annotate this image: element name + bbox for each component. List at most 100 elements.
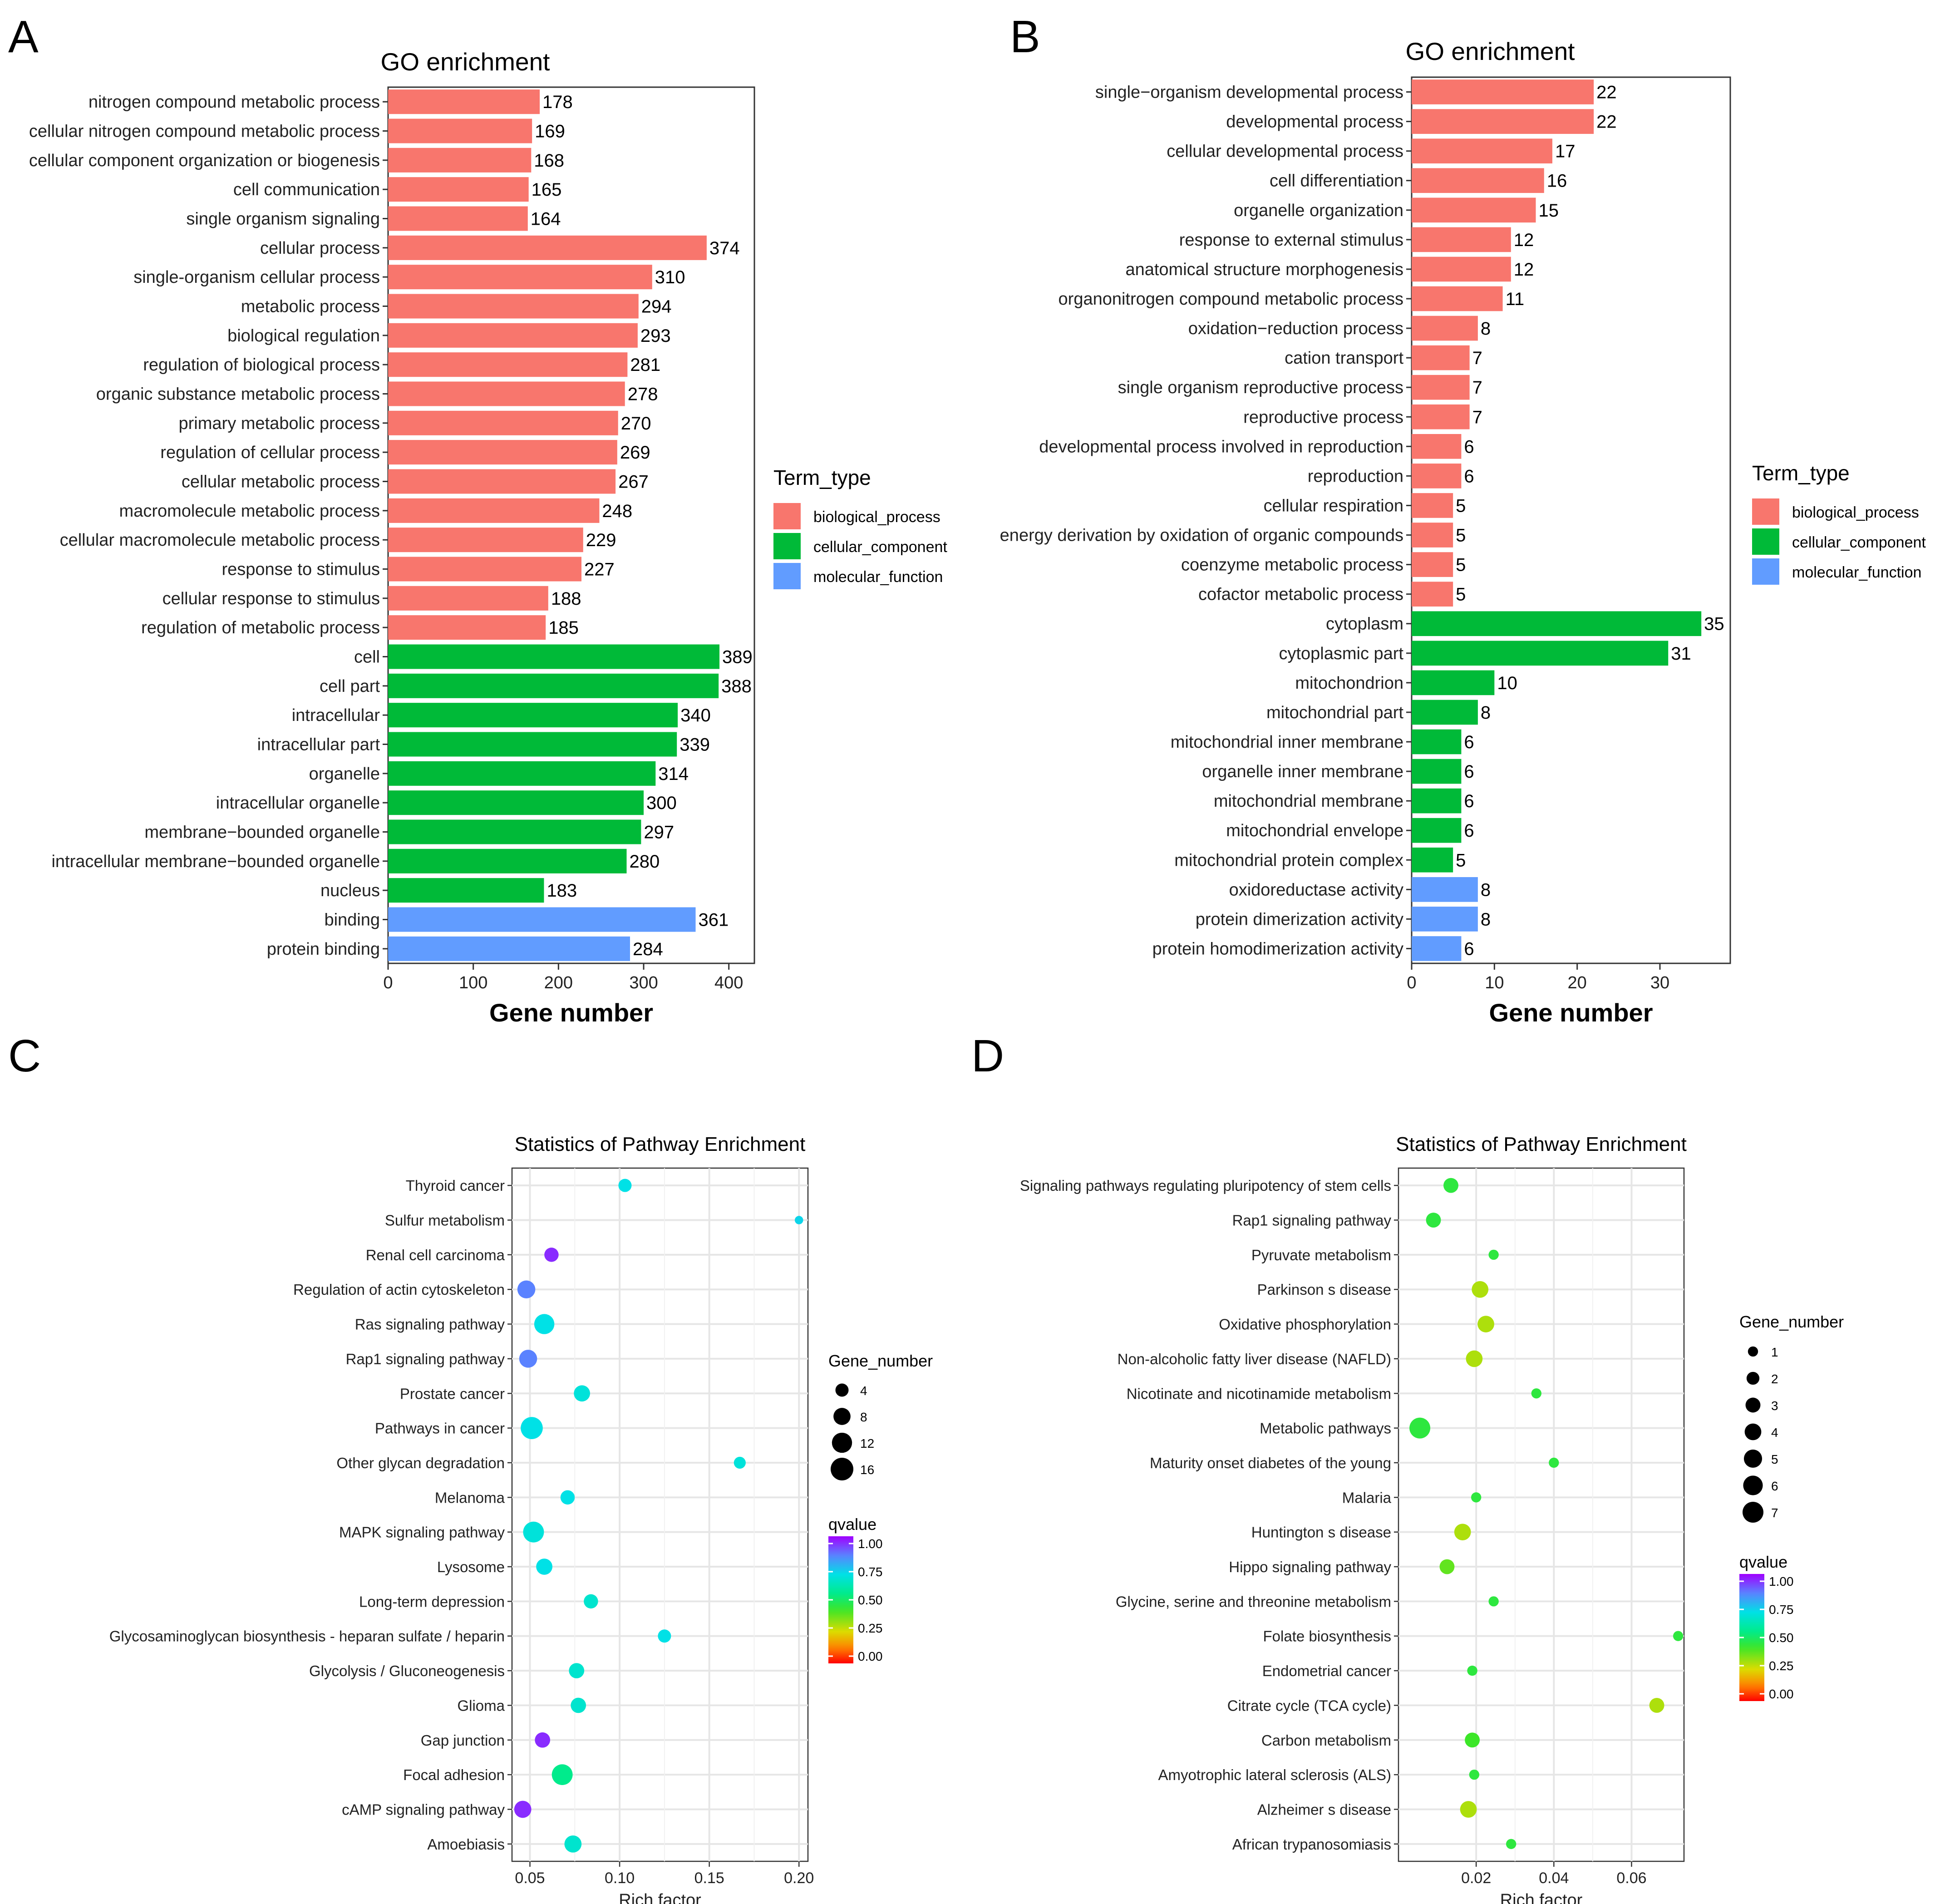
bar-value-label: 22 [1596,83,1617,103]
category-label: response to stimulus [222,560,380,579]
bar-value-label: 229 [586,530,616,550]
bar-value-label: 300 [646,793,677,813]
category-label: Regulation of actin cytoskeleton [293,1281,505,1298]
bar-organelle-inner-membrane [1412,759,1462,784]
category-label: cellular nitrogen compound metabolic pro… [29,122,380,141]
bar-cytoplasm [1412,611,1702,636]
bar-value-label: 31 [1671,644,1691,664]
bar-anatomical-structure-morphogenesis [1412,256,1511,282]
legend-item-label: cellular_component [813,538,947,556]
point-oxidative-phosphorylation [1477,1316,1494,1332]
bar-value-label: 183 [547,881,577,901]
bar-value-label: 188 [551,589,581,609]
category-label: coenzyme metabolic process [1181,556,1403,575]
x-tick-label: 20 [1568,973,1587,992]
category-label: Endometrial cancer [1262,1662,1391,1679]
x-tick-label: 10 [1485,973,1504,992]
category-label: Melanoma [435,1489,505,1506]
category-label: biological regulation [227,326,380,345]
legend-item-label: molecular_function [813,568,943,586]
category-label: protein binding [267,940,380,959]
legend-title: Term_type [773,466,871,489]
bar-value-label: 5 [1456,585,1466,605]
color-legend-label: 0.25 [858,1621,883,1635]
legend-swatch-cellular-component [1752,528,1779,555]
category-label: membrane−bounded organelle [144,823,380,842]
size-legend-label: 3 [1771,1399,1778,1413]
point-amoebiasis [564,1835,582,1853]
bar-value-label: 22 [1596,112,1617,132]
size-legend-dot [1744,1423,1762,1440]
point-sulfur-metabolism [794,1216,803,1224]
legend-item-label: biological_process [813,508,940,526]
category-label: Glycosaminoglycan biosynthesis - heparan… [109,1628,505,1645]
bar-single-organism-cellular-process [388,265,652,290]
size-legend-dot [1748,1346,1758,1357]
point-hippo-signaling-pathway [1439,1559,1455,1574]
bar-oxidation-reduction-process [1412,316,1478,341]
category-label: protein dimerization activity [1196,910,1403,929]
bar-reproduction [1412,464,1462,488]
bar-value-label: 227 [584,560,615,580]
point-glioma [571,1697,586,1713]
category-label: Rap1 signaling pathway [346,1351,505,1367]
category-label: cation transport [1285,349,1403,368]
point-malaria [1471,1492,1482,1503]
category-label: organelle inner membrane [1202,762,1403,781]
size-legend-label: 12 [860,1436,874,1450]
x-tick-label: 0.04 [1539,1869,1569,1887]
bar-intracellular-part [388,732,677,757]
size-legend-label: 1 [1771,1345,1778,1359]
x-tick-label: 200 [544,973,573,992]
plot-frame [1398,1167,1685,1862]
legend-swatch-cellular-component [773,533,801,559]
category-label: mitochondrial envelope [1226,821,1403,840]
bar-cellular-process [388,235,707,260]
legend-swatch-biological-process [773,503,801,529]
plot-frame [511,1167,809,1862]
category-label: primary metabolic process [179,414,380,433]
bar-oxidoreductase-activity [1412,877,1478,902]
category-label: metabolic process [241,297,380,316]
category-label: Rap1 signaling pathway [1232,1212,1392,1229]
category-label: binding [324,911,380,930]
category-label: cAMP signaling pathway [342,1801,505,1818]
color-legend-label: 1.00 [1769,1574,1794,1588]
point-carbon-metabolism [1465,1732,1480,1748]
category-label: cellular component organization or bioge… [29,151,380,170]
category-label: protein homodimerization activity [1152,939,1403,958]
category-label: Carbon metabolism [1261,1732,1391,1749]
point-citrate-cycle-tca-cycle [1649,1697,1664,1713]
bar-value-label: 165 [532,180,562,200]
size-legend-dot [832,1432,852,1453]
bar-value-label: 6 [1464,821,1474,841]
category-label: cellular metabolic process [182,473,380,492]
category-label: Signaling pathways regulating pluripoten… [1020,1177,1391,1194]
x-tick-label: 0 [1407,973,1416,992]
bar-value-label: 7 [1472,378,1482,398]
size-legend-dot [835,1383,849,1397]
category-label: Gap junction [421,1732,505,1749]
category-label: Amoebiasis [427,1836,505,1853]
category-label: regulation of metabolic process [141,618,380,637]
size-legend-label: 8 [860,1410,867,1424]
size-legend-label: 2 [1771,1372,1778,1386]
category-label: Malaria [1342,1489,1392,1506]
point-ras-signaling-pathway [534,1314,555,1334]
bar-cell-differentiation [1412,168,1544,193]
bar-mitochondrial-envelope [1412,818,1462,843]
category-label: cellular response to stimulus [162,589,380,608]
bar-organelle [388,761,656,786]
bar-value-label: 8 [1481,909,1491,929]
panel-letter-c: C [8,1031,41,1081]
bar-intracellular-organelle [388,790,644,815]
size-legend-dot [1743,1449,1763,1468]
bar-value-label: 6 [1464,732,1474,752]
category-label: Pyruvate metabolism [1251,1247,1391,1263]
bar-value-label: 5 [1456,526,1466,546]
bar-value-label: 310 [655,267,685,287]
category-label: regulation of cellular process [160,443,380,462]
size-legend-title: Gene_number [828,1352,933,1370]
point-glycine-serine-and-threonine-metabolism [1488,1596,1499,1607]
point-prostate-cancer [574,1385,590,1402]
